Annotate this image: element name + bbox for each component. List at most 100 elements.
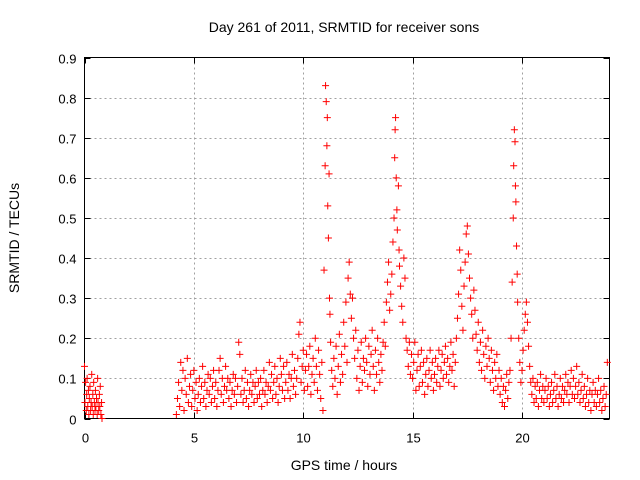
data-point (221, 382, 228, 390)
data-point (199, 362, 207, 370)
data-point (434, 362, 442, 370)
data-point (469, 334, 477, 342)
data-point (230, 390, 238, 398)
data-point (379, 338, 387, 346)
data-point (280, 362, 288, 370)
data-point (351, 354, 359, 362)
data-point (296, 318, 304, 326)
data-point (323, 142, 331, 150)
data-point (569, 374, 577, 382)
data-point (270, 378, 278, 386)
data-point (213, 402, 221, 410)
data-point (317, 394, 325, 402)
data-point (236, 350, 244, 358)
data-point (517, 378, 525, 386)
x-tick-label: 0 (82, 431, 89, 446)
data-point (368, 326, 376, 334)
data-point (253, 394, 261, 402)
data-point (485, 354, 493, 362)
data-point (378, 366, 386, 374)
data-point (484, 334, 492, 342)
data-point (386, 306, 394, 314)
data-point (503, 370, 511, 378)
data-point (531, 382, 539, 390)
data-point (411, 338, 419, 346)
data-point (276, 354, 284, 362)
data-point (299, 346, 307, 354)
x-tick-label: 20 (515, 431, 529, 446)
data-point (189, 386, 197, 394)
data-point (96, 382, 104, 390)
data-point (581, 402, 589, 410)
data-point (526, 362, 534, 370)
data-point (587, 406, 595, 414)
data-point (482, 342, 490, 350)
data-point (336, 378, 344, 386)
data-point (418, 378, 426, 386)
y-tick-label: 0.3 (58, 292, 76, 307)
data-point (457, 266, 465, 274)
data-point (357, 338, 365, 346)
data-point (394, 182, 402, 190)
data-point (229, 370, 237, 378)
y-tick-label: 0.2 (58, 332, 76, 347)
data-point (252, 366, 260, 374)
data-point (508, 278, 516, 286)
data-point (364, 382, 372, 390)
data-point (530, 398, 538, 406)
data-point (391, 154, 399, 162)
data-point (527, 378, 535, 386)
data-point (472, 330, 480, 338)
data-point (396, 262, 403, 270)
x-tick-label: 15 (406, 431, 420, 446)
data-point (258, 402, 266, 410)
data-point (518, 366, 526, 374)
data-point (495, 366, 503, 374)
data-point (409, 374, 417, 382)
data-point (179, 366, 187, 374)
data-point (81, 398, 89, 406)
data-point (260, 366, 268, 374)
data-point (250, 398, 258, 406)
data-point (438, 350, 446, 358)
data-point (325, 170, 333, 178)
data-point (261, 390, 269, 398)
data-point (187, 370, 195, 378)
data-point (427, 374, 435, 382)
data-point (501, 402, 508, 410)
data-point (490, 386, 498, 394)
data-point (381, 342, 389, 350)
data-point (458, 302, 466, 310)
data-point (412, 386, 420, 394)
data-point (423, 354, 431, 362)
data-point (300, 386, 308, 394)
data-point (319, 406, 327, 414)
data-point (201, 378, 209, 386)
data-point (301, 366, 309, 374)
data-point (596, 398, 604, 406)
data-point (453, 314, 461, 322)
x-axis-title: GPS time / hours (291, 457, 398, 473)
data-point (551, 370, 559, 378)
data-point (361, 366, 368, 374)
data-point (309, 354, 317, 362)
data-point (428, 358, 436, 366)
data-point (376, 378, 384, 386)
data-point (440, 358, 448, 366)
data-point (425, 366, 433, 374)
data-point (93, 394, 101, 402)
data-point (348, 294, 356, 302)
data-point (476, 338, 484, 346)
data-point (474, 318, 482, 326)
data-point (216, 354, 224, 362)
data-point (193, 406, 201, 414)
data-point (498, 398, 506, 406)
data-point (510, 126, 518, 134)
data-point (558, 382, 566, 390)
data-point (435, 346, 443, 354)
data-point (263, 398, 271, 406)
data-point (540, 398, 548, 406)
data-point (468, 310, 476, 318)
data-point (212, 378, 220, 386)
data-point (354, 346, 362, 354)
